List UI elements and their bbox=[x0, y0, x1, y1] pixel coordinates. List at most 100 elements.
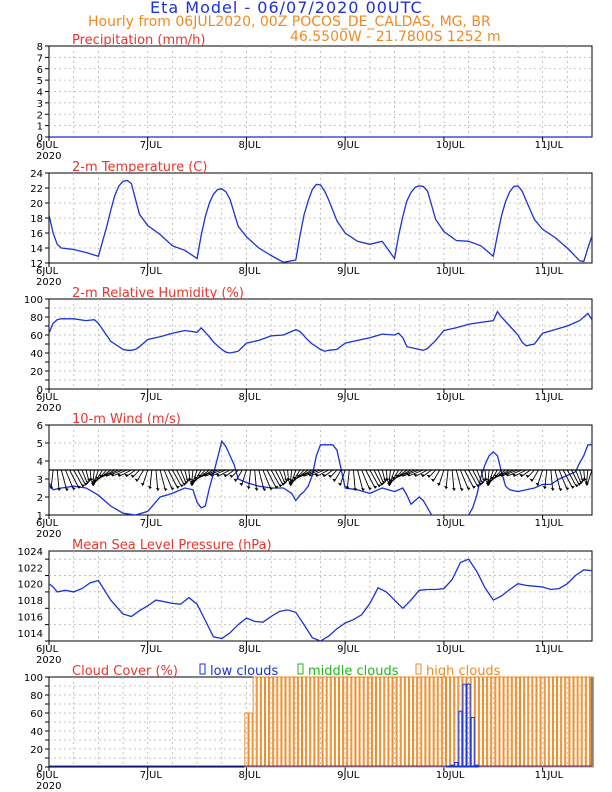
cloud-bar-high bbox=[441, 676, 446, 768]
cloud-bar-high bbox=[376, 676, 381, 768]
wind-barb-head bbox=[289, 479, 294, 483]
pressure-xtick-label: 11JUL bbox=[535, 644, 564, 655]
wind-barb bbox=[500, 469, 519, 477]
wind-barb-head bbox=[565, 486, 570, 490]
wind-barb-head bbox=[83, 482, 88, 486]
cloud-legend-label: high clouds bbox=[426, 664, 501, 679]
wind-barb-head bbox=[92, 479, 97, 483]
wind-barb-head bbox=[274, 485, 279, 489]
wind-barb-head bbox=[529, 478, 534, 482]
wind-barb-head bbox=[193, 476, 198, 480]
cloud-bar-high bbox=[585, 676, 590, 768]
wind-barb-head bbox=[254, 487, 259, 491]
wind-barb-head bbox=[184, 480, 189, 484]
wind-barb-head bbox=[57, 487, 62, 491]
wind-barb-head bbox=[430, 478, 435, 482]
wind-xtick-label: 7JUL bbox=[140, 518, 163, 529]
pressure-xtick-label: 7JUL bbox=[140, 644, 163, 655]
chart-main-title: Eta Model - 06/07/2020 00UTC bbox=[150, 0, 423, 17]
cloud-bar-high bbox=[400, 676, 405, 768]
wind-barb bbox=[149, 469, 153, 490]
wind-ytick-label: 3 bbox=[37, 475, 43, 486]
cloud-bar-high bbox=[413, 676, 418, 768]
temperature-ytick-label: 12 bbox=[30, 259, 43, 270]
humidity-ytick-label: 20 bbox=[30, 367, 43, 378]
wind-barb bbox=[290, 469, 305, 485]
wind-barb-head bbox=[89, 477, 94, 481]
cloud-bar-high bbox=[264, 676, 270, 768]
wind-barb-head bbox=[215, 473, 220, 477]
cloud-bar-high bbox=[244, 712, 249, 768]
cloud-bar-high bbox=[499, 676, 504, 768]
wind-barb bbox=[346, 469, 350, 490]
wind-barb bbox=[56, 469, 60, 491]
pressure-ytick-label: 1024 bbox=[18, 547, 43, 558]
humidity-series-line bbox=[49, 310, 592, 354]
humidity-ytick-label: 80 bbox=[30, 313, 43, 324]
cloud-bar-high bbox=[565, 676, 570, 768]
wind-barb bbox=[323, 469, 334, 478]
wind-barb bbox=[111, 469, 128, 477]
wind-barb bbox=[142, 469, 149, 486]
cloud-bar-high bbox=[561, 676, 566, 768]
pressure-title: Mean Sea Level Pressure (hPa) bbox=[72, 538, 272, 553]
wind-barb bbox=[402, 469, 420, 477]
panel-wind: 1 2 3 4 5 6 6JUL 7JUL 8JUL 9JUL 10JUL 11JUL 2020 10-m… bbox=[36, 412, 593, 540]
cloud-bar-high bbox=[380, 676, 385, 768]
cloud-cover-xtick-label: 10JUL bbox=[436, 770, 465, 781]
wind-barb-head bbox=[202, 473, 207, 477]
temperature-xtick-label: 10JUL bbox=[436, 266, 465, 277]
cloud-bar-high bbox=[367, 676, 372, 768]
wind-barb bbox=[163, 469, 173, 491]
wind-barb-head bbox=[64, 487, 69, 491]
cloud-bar-low bbox=[466, 683, 471, 768]
wind-barb-head bbox=[489, 476, 494, 480]
cloud-bar-high bbox=[339, 676, 344, 768]
humidity-xtick-label: 11JUL bbox=[535, 392, 564, 403]
wind-barb bbox=[438, 469, 445, 486]
cloud-bar-high bbox=[408, 676, 414, 768]
wind-barb-head bbox=[385, 477, 390, 481]
cloud-bar-high bbox=[318, 676, 323, 768]
cloud-bar-high bbox=[487, 676, 492, 768]
wind-barb-head bbox=[480, 480, 485, 484]
cloud-bar-high bbox=[524, 676, 529, 768]
wind-barb bbox=[506, 469, 523, 477]
wind-barb-head bbox=[577, 482, 582, 486]
wind-barb-head bbox=[486, 481, 491, 485]
wind-barb bbox=[240, 469, 247, 486]
wind-barb-head bbox=[49, 485, 54, 489]
cloud-bar-high bbox=[293, 676, 298, 768]
wind-barb bbox=[92, 469, 107, 485]
panel-humidity: 0 20 40 60 80 100 6JUL 7JUL 8JUL 9JUL 10JUL 11JUL 20… bbox=[24, 286, 593, 414]
wind-barbs bbox=[49, 469, 592, 492]
wind-barb bbox=[155, 469, 159, 491]
temperature-ytick-label: 16 bbox=[30, 229, 43, 240]
cloud-bar-high bbox=[281, 676, 286, 768]
cloud-bar-high bbox=[425, 676, 430, 768]
wind-barb bbox=[339, 469, 346, 486]
temperature-title: 2-m Temperature (C) bbox=[72, 160, 207, 175]
cloud-bar-high bbox=[557, 676, 562, 768]
wind-barb bbox=[459, 469, 470, 491]
cloud-bar-high bbox=[544, 676, 549, 768]
wind-barb-head bbox=[377, 483, 382, 487]
wind-barb bbox=[365, 469, 376, 489]
precipitation-ytick-label: 8 bbox=[37, 42, 43, 53]
cloud-bar-high bbox=[289, 676, 294, 768]
wind-barb-head bbox=[353, 487, 358, 491]
wind-barb-head bbox=[582, 477, 587, 481]
cloud-bar-high bbox=[334, 676, 340, 768]
wind-barb-head bbox=[130, 474, 135, 478]
precipitation-ytick-label: 2 bbox=[37, 110, 43, 121]
wind-barb bbox=[199, 469, 218, 478]
precipitation-ytick-label: 0 bbox=[37, 133, 43, 144]
cloud-cover-xtick-label: 7JUL bbox=[140, 770, 163, 781]
wind-barb bbox=[159, 469, 167, 492]
cloud-bar-low bbox=[462, 683, 467, 768]
wind-barb-head bbox=[286, 477, 291, 481]
humidity-ytick-label: 60 bbox=[30, 331, 43, 342]
wind-barb-head bbox=[558, 487, 563, 491]
cloud-bar-low bbox=[458, 710, 463, 768]
wind-barb-head bbox=[185, 478, 190, 482]
